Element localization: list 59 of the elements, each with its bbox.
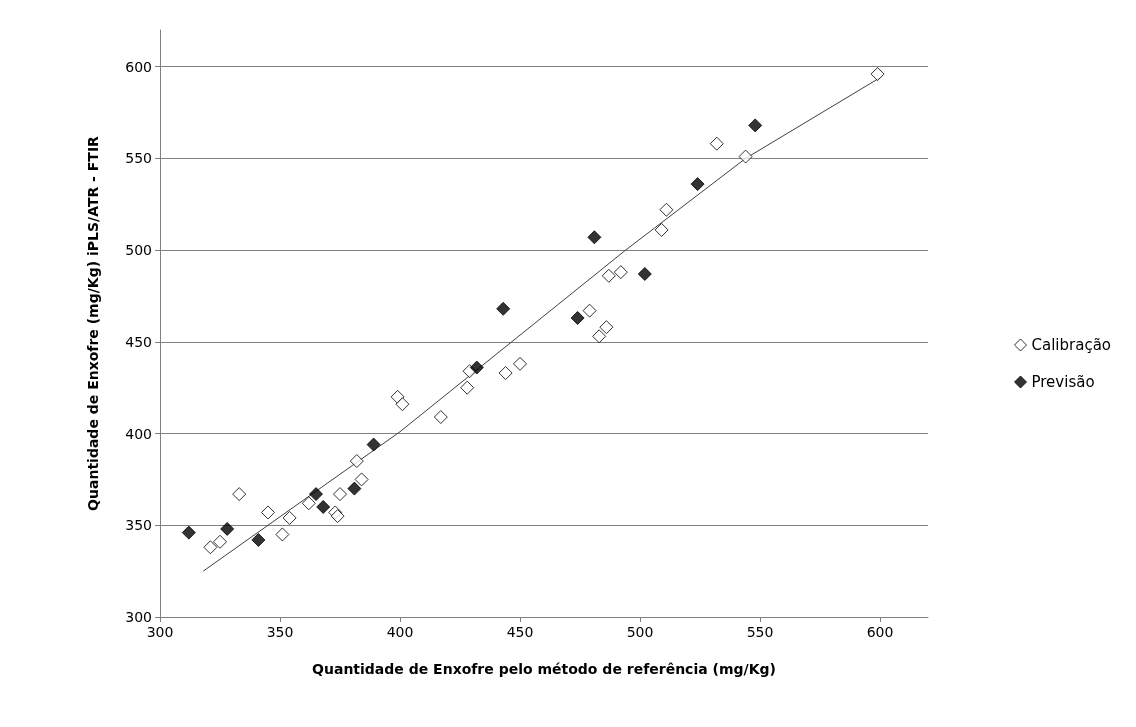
point <box>275 527 290 542</box>
point <box>690 177 705 192</box>
point <box>637 266 652 281</box>
point <box>261 505 275 520</box>
point <box>333 487 347 502</box>
y-tick-label: 600 <box>125 58 152 75</box>
legend-label: Calibração <box>1031 336 1111 354</box>
point <box>349 454 364 469</box>
point <box>460 380 475 395</box>
x-tick-label: 500 <box>626 624 654 640</box>
point <box>347 481 362 496</box>
point <box>498 366 513 381</box>
point <box>301 496 316 511</box>
point <box>748 118 763 133</box>
point <box>316 499 331 514</box>
point <box>613 265 628 280</box>
point <box>738 149 753 164</box>
point <box>309 487 323 502</box>
point <box>587 230 602 245</box>
point <box>390 389 405 404</box>
y-tick-label: 300 <box>125 609 152 625</box>
point <box>330 509 345 524</box>
x-tick-label: 600 <box>866 624 894 640</box>
point <box>282 510 297 525</box>
point <box>354 472 369 487</box>
point <box>659 202 674 217</box>
x-tick-label: 400 <box>386 624 414 640</box>
y-tick-label: 500 <box>125 242 152 259</box>
x-axis-title: Quantidade de Enxofre pelo método de referência (mg/Kg) <box>312 661 776 677</box>
point <box>395 397 410 412</box>
x-tick-label: 350 <box>266 624 294 640</box>
point <box>232 487 247 502</box>
point <box>709 136 724 151</box>
legend-label: Previsão <box>1031 373 1095 391</box>
x-tick-label: 450 <box>506 624 534 640</box>
y-tick-label: 400 <box>125 425 152 442</box>
point <box>213 534 227 549</box>
point <box>570 311 585 325</box>
point <box>582 303 597 318</box>
point <box>654 222 669 237</box>
y-tick-label: 350 <box>125 517 152 534</box>
y-tick-label: 550 <box>125 150 152 167</box>
point <box>496 301 511 316</box>
y-tick-label: 450 <box>125 333 152 350</box>
point <box>870 67 885 82</box>
point <box>433 410 448 425</box>
point <box>469 360 484 375</box>
y-axis-title: Quantidade de Enxofre (mg/Kg) iPLS/ATR - FTIR <box>85 135 101 511</box>
point <box>181 525 196 540</box>
point <box>366 437 381 452</box>
point <box>220 521 235 536</box>
x-tick-label: 550 <box>746 624 774 640</box>
x-tick-label: 300 <box>146 624 174 640</box>
point <box>513 356 527 371</box>
point <box>599 320 614 335</box>
point <box>203 540 218 555</box>
point <box>601 268 616 283</box>
point <box>592 329 607 344</box>
point <box>251 532 266 547</box>
